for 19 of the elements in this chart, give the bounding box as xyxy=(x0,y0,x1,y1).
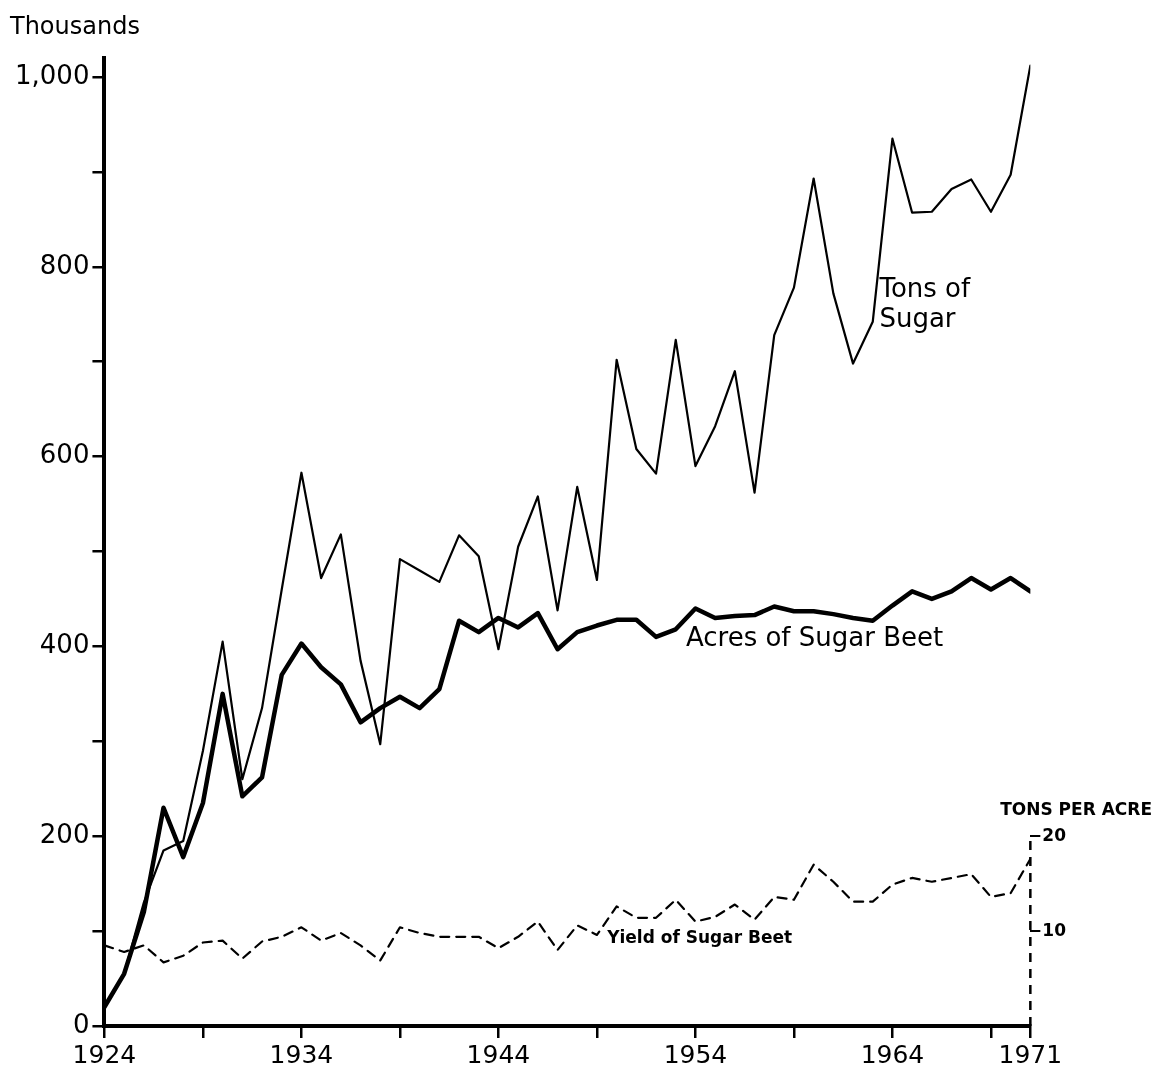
y-tick-label: 400 xyxy=(39,629,90,660)
x-tick-label: 1971 xyxy=(998,1039,1063,1069)
y-tick-label: 800 xyxy=(39,249,90,280)
y2-axis-title: TONS PER ACRE xyxy=(1000,798,1152,819)
series-label: Tons of Sugar xyxy=(878,273,971,333)
x-tick-label: 1924 xyxy=(72,1039,137,1069)
y-tick-label: 200 xyxy=(39,818,90,849)
y2-tick-label: 10 xyxy=(1042,919,1067,940)
y-tick-label: 1,000 xyxy=(15,59,90,90)
series-label: Acres of Sugar Beet xyxy=(685,621,944,652)
x-tick-label: 1964 xyxy=(860,1039,925,1069)
y-tick-label: 600 xyxy=(39,439,90,470)
series-label: Yield of Sugar Beet xyxy=(606,927,793,948)
y-tick-label: 0 xyxy=(72,1008,90,1039)
x-tick-label: 1954 xyxy=(663,1039,728,1069)
y2-tick-label: 20 xyxy=(1042,824,1067,845)
x-tick-label: 1934 xyxy=(269,1039,334,1069)
y-axis-title: Thousands xyxy=(9,12,140,41)
x-tick-label: 1944 xyxy=(466,1039,531,1069)
